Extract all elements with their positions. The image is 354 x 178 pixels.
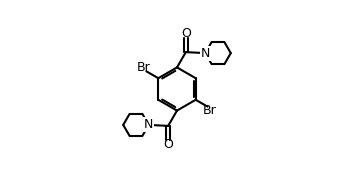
Text: O: O (181, 27, 191, 40)
Text: N: N (201, 47, 210, 60)
Text: N: N (144, 118, 153, 131)
Text: O: O (163, 138, 173, 151)
Text: Br: Br (137, 61, 151, 74)
Text: Br: Br (203, 104, 217, 117)
